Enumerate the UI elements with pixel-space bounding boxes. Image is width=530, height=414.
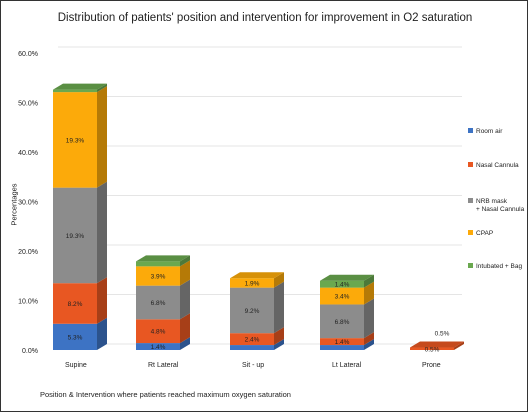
data-label: 1.9% bbox=[245, 280, 260, 287]
data-label: 3.4% bbox=[335, 294, 350, 301]
chart-title: Distribution of patients' position and i… bbox=[57, 12, 473, 24]
bar-side bbox=[364, 339, 374, 350]
y-axis-ticks: 0.0% 10.0% 20.0% 30.0% 40.0% 50.0% 60.0% bbox=[18, 51, 38, 355]
bar-side bbox=[274, 327, 284, 346]
y-tick-label: 30.0% bbox=[18, 200, 38, 207]
y-tick-label: 60.0% bbox=[18, 51, 38, 58]
bar-segment bbox=[320, 338, 364, 346]
bar-side bbox=[97, 83, 107, 93]
data-label: 0.5% bbox=[425, 346, 440, 353]
bar-side bbox=[180, 260, 190, 286]
bar-side bbox=[180, 313, 190, 344]
y-tick-label: 0.0% bbox=[22, 348, 38, 355]
bar-segment bbox=[53, 92, 97, 188]
y-tick-label: 20.0% bbox=[18, 249, 38, 256]
data-label: 0.5% bbox=[435, 331, 450, 338]
bar-segment bbox=[53, 323, 97, 350]
bar-side bbox=[274, 339, 284, 350]
bar-top bbox=[136, 255, 190, 262]
bar-segment bbox=[53, 187, 97, 284]
y-tick-label: 40.0% bbox=[18, 150, 38, 157]
bar-segment bbox=[320, 280, 364, 288]
legend-label: CPAP bbox=[476, 230, 493, 237]
bar-side bbox=[454, 341, 464, 350]
legend-label: Nasal Cannula bbox=[476, 162, 519, 169]
bar-side bbox=[180, 279, 190, 320]
bar-segment bbox=[320, 345, 364, 350]
data-label: 6.8% bbox=[335, 319, 350, 326]
legend-swatch bbox=[468, 263, 473, 268]
legend-swatch bbox=[468, 162, 473, 167]
bar-top bbox=[410, 341, 464, 348]
bar-segment bbox=[53, 283, 97, 324]
x-axis-label: Position & Intervention where patients r… bbox=[40, 390, 291, 399]
bar-side bbox=[180, 337, 190, 350]
bar-segment bbox=[53, 89, 97, 93]
bar-segment bbox=[410, 347, 454, 350]
bar-side bbox=[274, 272, 284, 288]
bar-top bbox=[230, 272, 284, 279]
bar-side bbox=[180, 255, 190, 267]
bar-top bbox=[53, 83, 107, 90]
y-axis-label: Percentages bbox=[9, 183, 19, 226]
legend-label: Intubated + Bag bbox=[476, 263, 522, 270]
legend-label: NRB mask bbox=[476, 198, 508, 205]
x-axis-ticks: Supine Rt Lateral Sit - up Lt Lateral Prone bbox=[65, 362, 441, 369]
x-tick-label: Lt Lateral bbox=[332, 362, 362, 369]
y-tick-label: 10.0% bbox=[18, 299, 38, 306]
data-label: 9.2% bbox=[245, 308, 260, 315]
data-label: 4.8% bbox=[151, 329, 166, 336]
bar-side bbox=[97, 317, 107, 350]
bar-segment bbox=[136, 266, 180, 286]
data-label: 6.8% bbox=[151, 300, 166, 307]
data-label: 3.9% bbox=[151, 273, 166, 280]
bar-side bbox=[364, 298, 374, 339]
bar-segment bbox=[136, 319, 180, 344]
y-tick-label: 50.0% bbox=[18, 101, 38, 108]
bar-segment bbox=[136, 261, 180, 267]
data-label: 5.3% bbox=[68, 334, 83, 341]
bar-segment bbox=[320, 304, 364, 339]
bar-segment bbox=[230, 345, 274, 350]
data-label: 19.3% bbox=[66, 137, 85, 144]
gridlines bbox=[58, 46, 462, 345]
x-tick-label: Rt Lateral bbox=[148, 362, 179, 369]
legend-swatch bbox=[468, 198, 473, 203]
bar-side bbox=[274, 281, 284, 334]
bar-side bbox=[97, 277, 107, 324]
bar-segment bbox=[230, 333, 274, 346]
bar-segment bbox=[320, 287, 364, 305]
data-label: 1.4% bbox=[335, 339, 350, 346]
data-label: 1.4% bbox=[151, 344, 166, 351]
stacked-bars: 5.3% 8.2% 19.3% 19.3% 1.4% 4.8% 6.8% 3.9% 2.4% 9.… bbox=[53, 83, 464, 353]
x-tick-label: Sit - up bbox=[242, 362, 264, 369]
bar-side bbox=[364, 281, 374, 305]
bar-side bbox=[364, 332, 374, 346]
data-label: 8.2% bbox=[68, 301, 83, 308]
bar-segment bbox=[230, 278, 274, 288]
legend-label: Room air bbox=[476, 128, 503, 135]
bar-side bbox=[97, 86, 107, 188]
bar-top bbox=[320, 274, 374, 281]
bar-segment bbox=[230, 287, 274, 334]
legend-swatch bbox=[468, 128, 473, 133]
legend-label: + Nasal Cannula bbox=[476, 206, 525, 213]
bar-segment bbox=[136, 285, 180, 320]
bar-side bbox=[364, 274, 374, 288]
data-label: 1.4% bbox=[335, 282, 350, 289]
bar-side bbox=[97, 181, 107, 284]
legend: Room air Nasal Cannula NRB mask+ Nasal Can… bbox=[468, 128, 525, 270]
x-tick-label: Prone bbox=[422, 362, 441, 369]
bar-segment bbox=[136, 343, 180, 350]
data-label: 19.3% bbox=[66, 233, 85, 240]
data-label: 2.4% bbox=[245, 337, 260, 344]
legend-swatch bbox=[468, 230, 473, 235]
x-tick-label: Supine bbox=[65, 362, 87, 369]
